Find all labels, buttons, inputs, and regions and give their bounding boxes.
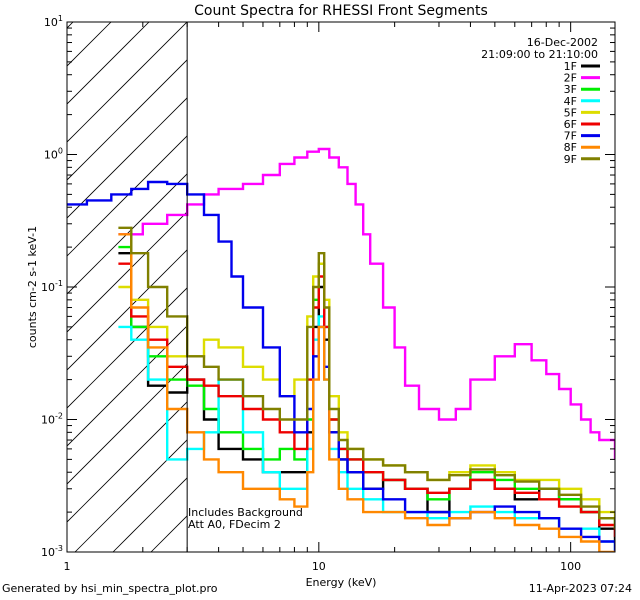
- hatch-line: [67, 287, 188, 409]
- legend-label-1F: 1F: [564, 60, 577, 73]
- y-tick-label: 10-3: [41, 544, 63, 559]
- x-tick-label: 1: [64, 560, 71, 573]
- series-line-9F: [118, 226, 615, 529]
- hatch-line: [67, 22, 74, 29]
- y-tick-label: 101: [44, 14, 63, 29]
- legend-label-7F: 7F: [564, 130, 577, 143]
- x-tick-label: 100: [560, 560, 581, 573]
- series-line-6F: [118, 262, 615, 537]
- legend-label-4F: 4F: [564, 95, 577, 108]
- series-line-8F: [118, 233, 615, 552]
- legend-label-3F: 3F: [564, 83, 577, 96]
- hatch-line: [67, 173, 188, 295]
- legend-label-6F: 6F: [564, 118, 577, 131]
- hatch-line: [227, 0, 640, 552]
- y-tick-label: 100: [44, 147, 63, 162]
- hatch-line: [74, 439, 188, 552]
- hatch-line: [67, 22, 150, 105]
- footer-generator: Generated by hsi_min_spectra_plot.pro: [2, 582, 218, 595]
- series-line-3F: [118, 245, 615, 529]
- legend-label-2F: 2F: [564, 72, 577, 85]
- legend-label-8F: 8F: [564, 141, 577, 154]
- y-tick-label: 10-2: [41, 412, 63, 427]
- annotation-line-2: Att A0, FDecim 2: [188, 518, 281, 531]
- hatch-line: [67, 97, 188, 219]
- hatch-line: [67, 363, 188, 485]
- y-tick-label: 10-1: [41, 279, 63, 294]
- hatch-line: [0, 0, 105, 552]
- hatch-line: [112, 477, 188, 552]
- hatch-line: [67, 22, 112, 67]
- chart-title: Count Spectra for RHESSI Front Segments: [194, 3, 488, 19]
- hatch-line: [67, 135, 188, 257]
- legend-label-5F: 5F: [564, 106, 577, 119]
- annotation-line-1: Includes Background: [188, 506, 303, 519]
- footer-timestamp: 11-Apr-2023 07:24: [528, 582, 632, 595]
- date-label: 16-Dec-2002: [527, 36, 598, 49]
- hatch-line: [67, 401, 188, 523]
- legend-label-9F: 9F: [564, 153, 577, 166]
- series-line-5F: [118, 262, 615, 519]
- y-axis-label: counts cm-2 s-1 keV-1: [26, 226, 39, 348]
- x-tick-label: 10: [312, 560, 326, 573]
- hatch-line: [67, 22, 188, 143]
- x-axis-label: Energy (keV): [306, 576, 377, 589]
- series-line-2F: [118, 147, 615, 460]
- hatch-line: [67, 249, 188, 371]
- time-range-label: 21:09:00 to 21:10:00: [481, 48, 598, 61]
